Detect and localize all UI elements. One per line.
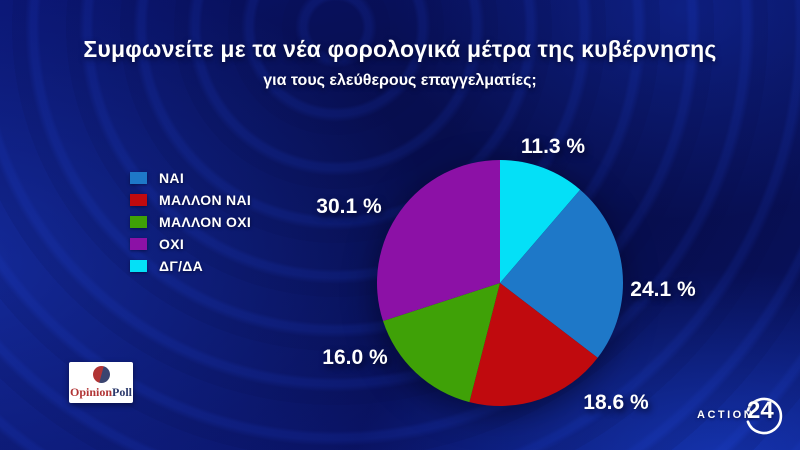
legend-item-mallon-nai: ΜΑΛΛΟΝ ΝΑΙ — [130, 191, 252, 208]
legend-item-mallon-oxi: ΜΑΛΛΟΝ ΟΧΙ — [130, 213, 252, 230]
legend-label: ΟΧΙ — [159, 235, 185, 252]
pie-slice-4 — [376, 160, 500, 322]
action24-number: 24 — [747, 397, 774, 424]
opinion-poll-wordmark: OpinionPoll — [70, 385, 132, 399]
pie-value-label-oxi: 30.1 % — [316, 195, 382, 218]
legend-swatch-mallon-oxi — [130, 215, 147, 228]
legend-label: ΔΓ/ΔΑ — [159, 257, 204, 274]
chart-legend: ΝΑΙ ΜΑΛΛΟΝ ΝΑΙ ΜΑΛΛΟΝ ΟΧΙ ΟΧΙ ΔΓ/ΔΑ — [130, 169, 252, 274]
action24-wordmark: ACTION — [697, 409, 755, 421]
opinion-poll-word-2: Poll — [112, 385, 133, 399]
pie-chart — [376, 159, 624, 407]
poll-question-title: Συμφωνείτε με τα νέα φορολογικά μέτρα τη… — [83, 36, 717, 62]
pie-slice-2 — [469, 283, 598, 407]
pie-slice-1 — [500, 189, 624, 358]
legend-swatch-oxi — [130, 237, 147, 250]
opinion-poll-circle-icon — [92, 366, 110, 383]
pie-slice-0 — [500, 160, 581, 283]
legend-label: ΜΑΛΛΟΝ ΟΧΙ — [159, 213, 252, 230]
pie-svg — [376, 160, 624, 407]
opinion-poll-word-1: Opinion — [69, 385, 113, 399]
legend-label: ΝΑΙ — [159, 169, 185, 186]
legend-item-dg-da: ΔΓ/ΔΑ — [130, 257, 251, 274]
legend-label: ΜΑΛΛΟΝ ΝΑΙ — [159, 191, 252, 208]
legend-swatch-nai — [130, 171, 147, 184]
pie-value-label-dg-da: 11.3 % — [520, 135, 586, 158]
pie-value-label-nai: 24.1 % — [630, 278, 696, 301]
legend-item-oxi: ΟΧΙ — [130, 235, 251, 252]
pie-slice-3 — [383, 283, 500, 403]
opinion-poll-logo: OpinionPoll — [69, 362, 133, 403]
legend-swatch-dg-da — [130, 259, 147, 272]
pie-value-label-mallon-oxi: 16.0 % — [322, 346, 388, 369]
action24-logo: ACTION 24 — [697, 396, 783, 436]
legend-swatch-mallon-nai — [130, 193, 147, 206]
action24-circle-icon — [746, 397, 783, 435]
legend-item-nai: ΝΑΙ — [130, 169, 251, 186]
pie-value-label-mallon-nai: 18.6 % — [583, 391, 649, 414]
poll-question-subtitle: για τους ελεύθερους επαγγελματίες; — [263, 72, 537, 89]
